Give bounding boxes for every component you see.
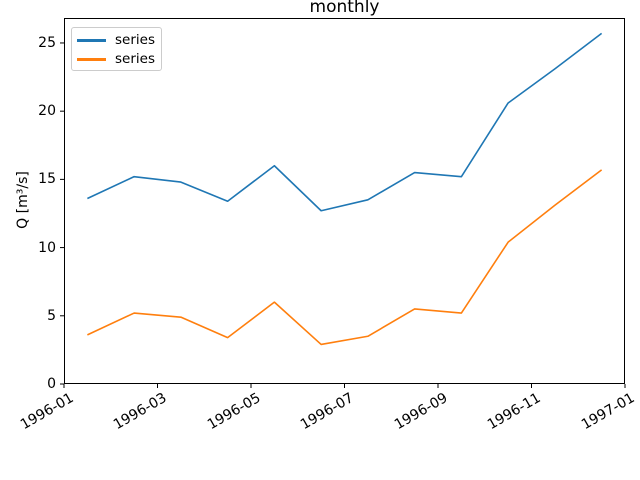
legend: series series [71, 27, 162, 71]
chart-title: monthly [309, 0, 380, 17]
legend-line-sample-orange [77, 58, 106, 61]
legend-item: series [77, 31, 161, 50]
y-tick-label: 25 [38, 34, 56, 51]
legend-label: series [115, 31, 155, 48]
y-tick-label: 20 [38, 103, 56, 120]
y-tick-label: 0 [47, 376, 56, 392]
line-series-0 [87, 32, 603, 212]
legend-label: series [115, 50, 155, 67]
legend-line-sample-blue [77, 39, 106, 42]
line-series-1 [87, 169, 603, 346]
y-tick-label: 10 [38, 239, 56, 256]
y-tick-label: 5 [47, 307, 56, 324]
y-tick-label: 15 [38, 171, 56, 188]
plot-border [64, 18, 625, 384]
legend-item: series [77, 50, 161, 69]
